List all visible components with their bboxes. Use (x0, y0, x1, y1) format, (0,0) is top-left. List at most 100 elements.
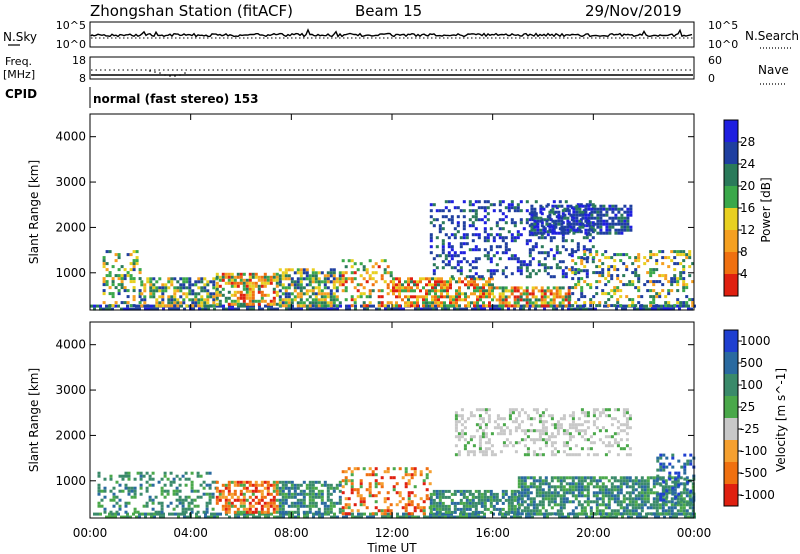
heatmap-cell (468, 200, 472, 204)
heatmap-cell (607, 271, 611, 275)
heatmap-cell (263, 299, 267, 303)
heatmap-cell (453, 233, 457, 237)
heatmap-cell (553, 441, 557, 445)
heatmap-cell (504, 492, 508, 496)
heatmap-cell (132, 262, 136, 266)
heatmap-cell (510, 504, 514, 508)
heatmap-cell (656, 456, 660, 460)
heatmap-cell (270, 512, 273, 516)
heatmap-cell (452, 298, 455, 302)
heatmap-cell (571, 277, 575, 281)
heatmap-cell (476, 295, 479, 299)
heatmap-cell (468, 504, 472, 508)
heatmap-cell (599, 222, 603, 226)
heatmap-cell (167, 286, 171, 290)
heatmap-cell (595, 479, 599, 483)
heatmap-cell (452, 304, 455, 308)
heatmap-cell (652, 491, 656, 495)
heatmap-cell (656, 459, 660, 463)
heatmap-cell (691, 485, 695, 489)
heatmap-cell (630, 515, 633, 519)
heatmap-cell (511, 444, 515, 448)
heatmap-cell (571, 485, 575, 489)
heatmap-cell (604, 453, 608, 457)
heatmap-cell (479, 295, 482, 299)
heatmap-cell (435, 304, 438, 308)
heatmap-cell (682, 509, 686, 513)
heatmap-cell (132, 250, 136, 254)
freq-panel-frame (89, 56, 695, 80)
heatmap-cell (154, 510, 158, 514)
heatmap-cell (620, 219, 624, 223)
heatmap-cell (383, 500, 387, 504)
heatmap-cell (613, 289, 617, 293)
heatmap-cell (341, 283, 345, 287)
heatmap-cell (287, 492, 291, 496)
heatmap-cell (474, 515, 477, 519)
heatmap-cell (329, 295, 333, 299)
heatmap-cell (459, 272, 463, 276)
heatmap-cell (143, 301, 147, 305)
heatmap-cell (516, 206, 520, 210)
heatmap-cell (179, 286, 183, 290)
heatmap-cell (610, 295, 614, 299)
heatmap-cell (568, 485, 572, 489)
heatmap-cell (590, 210, 594, 214)
heatmap-cell (655, 292, 659, 296)
heatmap-cell (616, 479, 620, 483)
heatmap-cell (162, 512, 165, 516)
heatmap-cell (576, 304, 579, 308)
heatmap-cell (556, 476, 560, 480)
heatmap-cell (572, 231, 576, 235)
heatmap-cell (585, 248, 589, 252)
heatmap-cell (350, 491, 354, 495)
heatmap-cell (399, 515, 402, 519)
heatmap-cell (254, 489, 258, 493)
heatmap-cell (323, 298, 327, 302)
heatmap-cell (215, 275, 219, 279)
heatmap-cell (401, 506, 405, 510)
heatmap-cell (404, 304, 407, 308)
heatmap-cell (598, 280, 602, 284)
heatmap-cell (508, 408, 512, 412)
heatmap-cell (314, 510, 318, 514)
heatmap-cell (516, 257, 520, 261)
heatmap-cell (345, 515, 348, 519)
heatmap-cell (371, 473, 375, 477)
heatmap-cell (148, 498, 152, 502)
heatmap-cell (405, 512, 408, 516)
heatmap-cell (584, 213, 588, 217)
heatmap-cell (611, 204, 615, 208)
heatmap-cell (184, 471, 188, 475)
heatmap-cell (639, 515, 642, 519)
heatmap-cell (554, 219, 558, 223)
heatmap-cell (616, 298, 620, 302)
heatmap-cell (429, 498, 433, 502)
heatmap-cell (589, 283, 593, 287)
heatmap-cell (160, 501, 164, 505)
heatmap-cell (140, 304, 144, 308)
heatmap-cell (536, 228, 540, 232)
heatmap-cell (236, 275, 240, 279)
heatmap-cell (626, 222, 630, 226)
heatmap-cell (492, 269, 496, 273)
heatmap-cell (625, 426, 629, 430)
heatmap-cell (205, 483, 209, 487)
heatmap-cell (526, 491, 530, 495)
heatmap-cell (326, 280, 330, 284)
heatmap-cell (593, 228, 597, 232)
heatmap-cell (485, 280, 488, 284)
heatmap-cell (449, 286, 452, 290)
heatmap-cell (311, 289, 315, 293)
heatmap-cell (132, 512, 135, 516)
heatmap-cell (583, 438, 587, 442)
heatmap-cell (520, 479, 524, 483)
heatmap-cell (474, 248, 478, 252)
heatmap-cell (454, 417, 458, 421)
heatmap-cell (568, 482, 572, 486)
heatmap-cell (251, 272, 255, 276)
heatmap-cell (616, 286, 620, 290)
heatmap-cell (564, 275, 568, 279)
heatmap-cell (347, 506, 351, 510)
heatmap-cell (595, 417, 599, 421)
